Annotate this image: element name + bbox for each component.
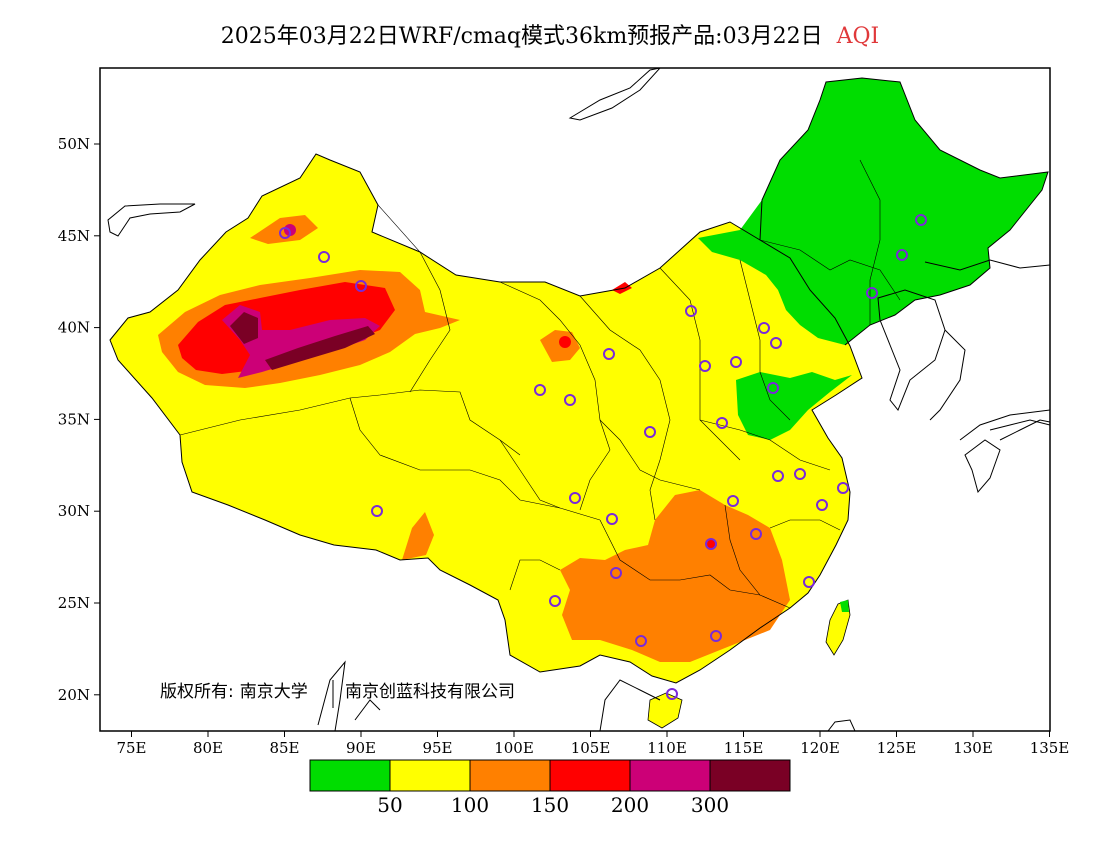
longitude-axis: 75E 80E 85E 90E 95E 100E 105E 110E 115E 120E 125E 1… [116, 731, 1069, 757]
colorbar-label: 200 [611, 793, 649, 817]
orange-south [560, 490, 790, 662]
green-north-china [736, 372, 852, 440]
station-marker [915, 214, 927, 226]
red-spot [559, 336, 571, 348]
copyright-org1: 南京大学 [240, 682, 308, 702]
lon-tick-label: 135E [1030, 739, 1070, 757]
station-marker [666, 688, 678, 700]
lon-tick-label: 115E [724, 739, 764, 757]
station-marker [750, 528, 762, 540]
lon-tick-label: 75E [116, 739, 146, 757]
orange-west-patch [250, 215, 318, 244]
lon-tick-label: 85E [269, 739, 299, 757]
lon-tick-label: 105E [571, 739, 611, 757]
station-marker [866, 287, 878, 299]
station-marker [549, 595, 561, 607]
copyright-org2: 南京创蓝科技有限公司 [345, 682, 515, 702]
station-marker [727, 495, 739, 507]
station-marker [816, 499, 828, 511]
colorbar-label: 300 [691, 793, 729, 817]
station-marker [758, 322, 770, 334]
station-marker [534, 384, 546, 396]
china-boundary [109, 153, 863, 684]
lon-tick-label: 100E [494, 739, 534, 757]
colorbar-label: 150 [531, 793, 569, 817]
northeast-boundary [759, 77, 1049, 346]
lat-tick-label: 45N [58, 227, 90, 245]
province-boundaries [179, 159, 901, 609]
station-marker [610, 567, 622, 579]
lat-tick-label: 35N [58, 410, 90, 428]
station-marker [355, 280, 367, 292]
lat-tick-label: 20N [58, 686, 90, 704]
lat-tick-label: 50N [58, 135, 90, 153]
station-marker [603, 348, 615, 360]
lon-tick-label: 110E [647, 739, 687, 757]
latitude-axis: 50N 45N 40N 35N 30N 25N 20N [58, 135, 100, 704]
station-marker [564, 394, 576, 406]
lon-tick-label: 95E [422, 739, 452, 757]
station-marker [770, 337, 782, 349]
station-marker [705, 538, 717, 550]
hainan-island [647, 692, 683, 729]
station-marker [730, 356, 742, 368]
station-marker [767, 382, 779, 394]
taiwan-island [825, 599, 851, 656]
station-marker [371, 505, 383, 517]
aqi-colorbar: 50 100 150 200 300 [309, 759, 791, 817]
orange-sichuan [540, 330, 580, 362]
colorbar-segment [629, 759, 711, 792]
station-marker [710, 630, 722, 642]
map-title: 2025年03月22日WRF/cmaq模式36km预报产品:03月22日 AQI [0, 18, 1100, 50]
lon-tick-label: 125E [877, 739, 917, 757]
lon-tick-label: 90E [346, 739, 376, 757]
orange-tibet-south [402, 512, 434, 560]
station-marker [699, 360, 711, 372]
taiwan-green [840, 600, 849, 612]
station-marker [803, 576, 815, 588]
station-marker [606, 513, 618, 525]
station-marker [279, 227, 291, 239]
darkred-band [265, 326, 375, 370]
lat-tick-label: 25N [58, 594, 90, 612]
lat-tick-label: 40N [58, 319, 90, 337]
magenta-xinjiang [222, 305, 380, 378]
neighbor-coastlines [107, 68, 1050, 731]
station-marker [685, 305, 697, 317]
lon-tick-label: 80E [193, 739, 223, 757]
title-variable: AQI [836, 24, 880, 49]
copyright-prefix: 版权所有: [160, 682, 234, 702]
colorbar-segment [389, 759, 471, 792]
red-spot-north [612, 282, 632, 294]
station-marker [318, 251, 330, 263]
station-markers [279, 214, 927, 700]
colorbar-segment [469, 759, 551, 792]
station-marker [644, 426, 656, 438]
station-marker [716, 417, 728, 429]
title-main: 2025年03月22日WRF/cmaq模式36km预报产品:03月22日 [220, 24, 823, 49]
station-marker [837, 482, 849, 494]
station-marker [794, 468, 806, 480]
station-marker [635, 635, 647, 647]
copyright-text: 版权所有: 南京大学 [160, 682, 308, 702]
colorbar-label: 50 [377, 793, 402, 817]
station-marker [569, 492, 581, 504]
green-northeast [698, 78, 1048, 345]
station-marker [772, 470, 784, 482]
lon-tick-label: 120E [800, 739, 840, 757]
colorbar-segment [309, 759, 391, 792]
map-frame [99, 67, 1051, 732]
lat-tick-label: 30N [58, 502, 90, 520]
station-marker [896, 249, 908, 261]
darkred-xinjiang [230, 312, 258, 344]
colorbar-segment [709, 759, 791, 792]
colorbar-label: 100 [451, 793, 489, 817]
colorbar-segment [549, 759, 631, 792]
map-area [107, 68, 1050, 731]
lon-tick-label: 130E [953, 739, 993, 757]
red-xinjiang [178, 282, 395, 374]
